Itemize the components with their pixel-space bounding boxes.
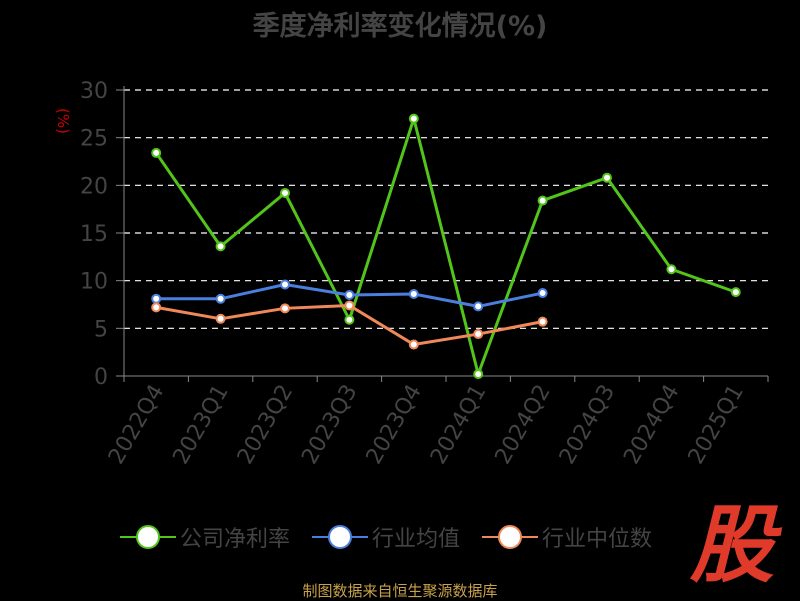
series-point-1 (280, 279, 290, 290)
series-point-0 (473, 369, 484, 380)
x-tick-label: 2024Q2 (490, 381, 555, 469)
series-point-1 (473, 301, 484, 312)
series-point-0 (537, 195, 548, 206)
legend-item-industry-avg[interactable]: 行业均值 (312, 521, 460, 553)
legend-swatch-industry-avg (312, 524, 369, 550)
x-tick-label: 2023Q4 (362, 381, 427, 469)
series-line-2 (155, 303, 543, 347)
x-tick-label: 2024Q4 (619, 381, 684, 469)
series-point-1 (408, 289, 419, 300)
y-tick-label: 0 (94, 365, 108, 390)
legend-item-company[interactable]: 公司净利率 (120, 521, 290, 553)
series-point-1 (537, 288, 548, 299)
series-point-0 (151, 147, 162, 158)
series-point-0 (408, 113, 419, 124)
x-tick-label: 2024Q1 (426, 381, 491, 469)
series-point-0 (602, 172, 612, 183)
series-point-2 (151, 302, 162, 313)
series-point-0 (280, 187, 290, 198)
series-point-0 (344, 314, 355, 325)
legend-label-industry-avg: 行业均值 (372, 527, 461, 552)
legend-item-industry-median[interactable]: 行业中位数 (482, 521, 652, 553)
y-tick-label: 20 (80, 174, 108, 199)
series-line-0 (154, 117, 737, 376)
x-tick-label: 2025Q1 (684, 381, 749, 469)
y-tick-label: 5 (94, 317, 108, 342)
y-tick-label: 10 (80, 270, 108, 295)
series-point-1 (151, 293, 162, 304)
legend-swatch-company (120, 524, 176, 550)
series-point-0 (215, 241, 226, 252)
legend-label-industry-median: 行业中位数 (542, 527, 653, 552)
series-point-1 (215, 293, 226, 304)
legend-label-company: 公司净利率 (180, 527, 291, 552)
x-tick-label: 2023Q1 (168, 381, 233, 469)
series-point-2 (215, 313, 226, 324)
line-chart-plot: 0 5 10 15 20 25 30 2022Q4 2023Q1 2023Q2 2023Q3 2023… (80, 79, 769, 469)
x-tick-label: 2023Q2 (233, 381, 298, 469)
x-tick-label: 2022Q4 (104, 381, 169, 469)
series-point-2 (408, 339, 419, 350)
legend: 公司净利率 行业均值 行业中位数 (120, 520, 674, 554)
series-point-2 (537, 316, 548, 327)
series-point-1 (344, 289, 355, 300)
series-point-0 (666, 264, 677, 275)
series-point-2 (473, 329, 484, 340)
legend-swatch-industry-median (482, 524, 539, 550)
x-tick-label: 2023Q3 (297, 381, 362, 469)
y-tick-label: 15 (80, 222, 108, 247)
x-tick-label: 2024Q3 (555, 381, 620, 469)
series-point-2 (344, 300, 355, 311)
data-source-note: 制图数据来自恒生聚源数据库 (302, 582, 498, 600)
y-tick-label: 30 (80, 79, 108, 104)
series-point-2 (280, 303, 290, 314)
y-tick-label: 25 (80, 127, 108, 152)
chart-title: 季度净利率变化情况(%) (252, 11, 548, 42)
brand-logo: 股 (690, 496, 775, 594)
series-point-0 (730, 287, 741, 298)
